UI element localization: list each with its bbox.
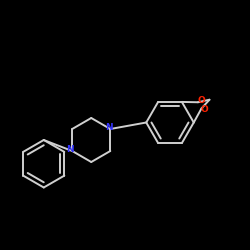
Text: O: O (197, 96, 205, 105)
Text: N: N (66, 144, 74, 154)
Text: O: O (201, 105, 209, 114)
Text: N: N (105, 122, 112, 132)
